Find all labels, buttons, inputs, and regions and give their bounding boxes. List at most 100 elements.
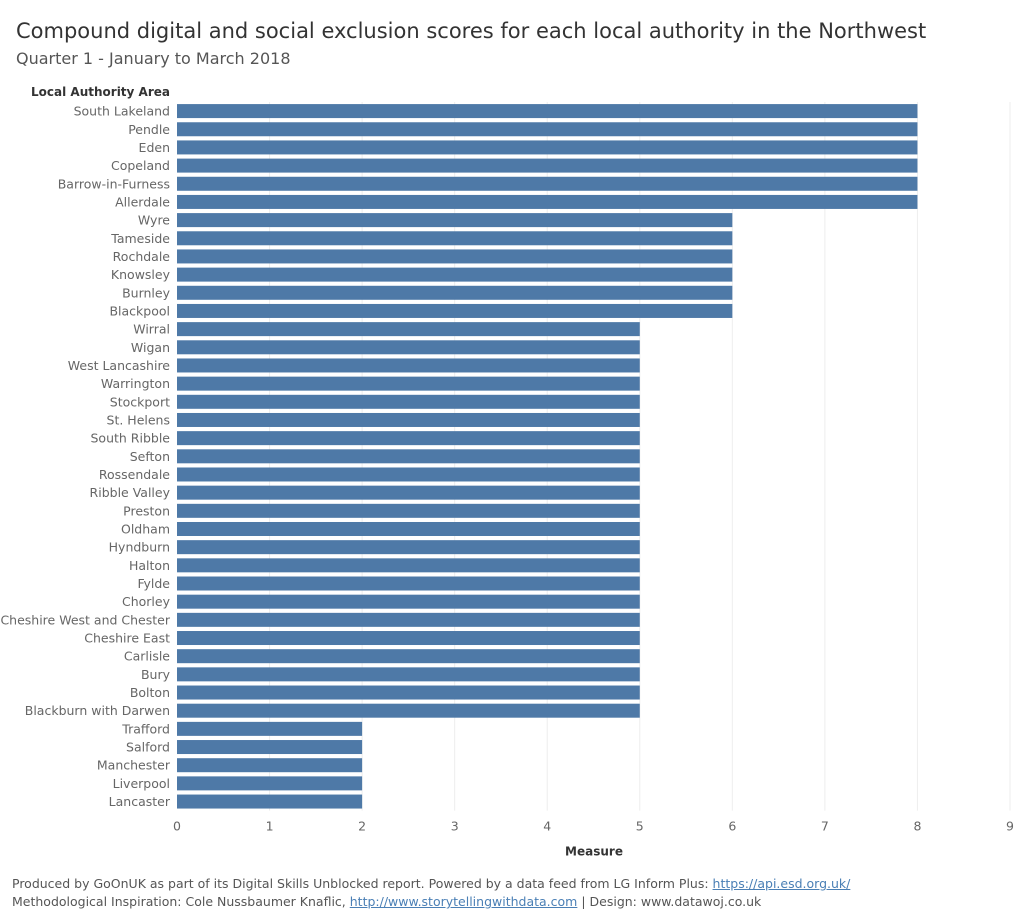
category-label: Burnley [122, 285, 171, 300]
bar [177, 776, 363, 791]
category-label: Fylde [137, 576, 170, 591]
chart-subtitle: Quarter 1 - January to March 2018 [16, 49, 291, 68]
bar [177, 176, 918, 191]
bar [177, 685, 640, 700]
bar [177, 612, 640, 627]
bar [177, 649, 640, 664]
bar [177, 794, 363, 809]
category-label: Rossendale [99, 467, 170, 482]
bar [177, 631, 640, 646]
x-tick-label: 6 [728, 819, 736, 834]
category-label: Carlisle [124, 649, 170, 664]
category-label: Wigan [131, 340, 170, 355]
bar-chart: Local Authority Area South Lakeland Pendle… [0, 85, 1014, 859]
bar [177, 594, 640, 609]
bar [177, 521, 640, 536]
x-tick-label: 2 [358, 819, 366, 834]
bar [177, 503, 640, 518]
category-label: Bolton [130, 685, 170, 700]
category-label: Cheshire East [84, 631, 170, 646]
bar [177, 703, 640, 718]
bar [177, 122, 918, 137]
x-tick-label: 8 [913, 819, 921, 834]
category-label: Halton [129, 558, 170, 573]
lg-inform-link[interactable]: https://api.esd.org.uk/ [712, 876, 851, 891]
bar [177, 576, 640, 591]
category-label: Barrow-in-Furness [58, 176, 170, 191]
bar [177, 376, 640, 391]
category-label: St. Helens [107, 412, 170, 427]
category-label: Liverpool [113, 776, 170, 791]
x-axis-label: Measure [565, 845, 623, 859]
bar [177, 303, 733, 318]
category-label: Rochdale [113, 249, 171, 264]
category-label: Stockport [110, 394, 170, 409]
category-label: Allerdale [115, 194, 170, 209]
bar [177, 267, 733, 282]
category-label: Manchester [97, 758, 171, 773]
bar [177, 740, 363, 755]
x-tick-label: 0 [173, 819, 181, 834]
category-label: Ribble Valley [90, 485, 171, 500]
footer-credits-text: Produced by GoOnUK as part of its Digita… [12, 876, 713, 891]
bar [177, 104, 918, 119]
category-label: Blackpool [109, 303, 170, 318]
category-label: Trafford [121, 721, 170, 736]
category-label: Lancaster [109, 794, 171, 809]
bar [177, 412, 640, 427]
x-tick-label: 9 [1006, 819, 1014, 834]
bar [177, 249, 733, 264]
bar [177, 194, 918, 209]
bar [177, 394, 640, 409]
category-label: Hyndburn [109, 540, 170, 555]
bar [177, 467, 640, 482]
bar [177, 721, 363, 736]
bar [177, 358, 640, 373]
category-label: Warrington [101, 376, 170, 391]
x-tick-label: 7 [821, 819, 829, 834]
bar [177, 140, 918, 155]
footer-inspiration-text: Methodological Inspiration: Cole Nussbau… [12, 894, 350, 909]
category-label: Blackburn with Darwen [25, 703, 170, 718]
category-label: Bury [141, 667, 171, 682]
bar [177, 758, 363, 773]
bar [177, 485, 640, 500]
x-tick-label: 3 [451, 819, 459, 834]
bar [177, 158, 918, 173]
chart-title: Compound digital and social exclusion sc… [16, 19, 927, 43]
bar [177, 322, 640, 337]
category-label: Oldham [121, 521, 170, 536]
category-label: Knowsley [111, 267, 171, 282]
category-label: Wirral [133, 322, 170, 337]
x-tick-label: 1 [266, 819, 274, 834]
storytelling-link[interactable]: http://www.storytellingwithdata.com [349, 894, 578, 909]
row-header: Local Authority Area [31, 85, 170, 99]
category-label: Copeland [111, 158, 170, 173]
footer-design-text: | Design: www.datawoj.co.uk [577, 894, 762, 909]
category-label: Pendle [128, 122, 170, 137]
category-label: South Lakeland [74, 104, 170, 119]
category-label: Eden [139, 140, 170, 155]
category-label: Chorley [122, 594, 171, 609]
bar [177, 449, 640, 464]
category-label: Cheshire West and Chester [0, 612, 170, 627]
bar [177, 558, 640, 573]
bar [177, 285, 733, 300]
x-tick-label: 4 [543, 819, 551, 834]
category-label: Preston [123, 503, 170, 518]
x-tick-label: 5 [636, 819, 644, 834]
category-label: Salford [126, 740, 170, 755]
bar [177, 431, 640, 446]
category-label: West Lancashire [68, 358, 171, 373]
bar [177, 340, 640, 355]
category-label: Sefton [130, 449, 170, 464]
footer-inspiration: Methodological Inspiration: Cole Nussbau… [12, 894, 761, 909]
bar [177, 213, 733, 228]
bar [177, 231, 733, 246]
category-label: South Ribble [91, 431, 171, 446]
footer-credits: Produced by GoOnUK as part of its Digita… [12, 876, 850, 891]
bar [177, 540, 640, 555]
category-label: Tameside [110, 231, 170, 246]
bar [177, 667, 640, 682]
category-label: Wyre [138, 213, 170, 228]
